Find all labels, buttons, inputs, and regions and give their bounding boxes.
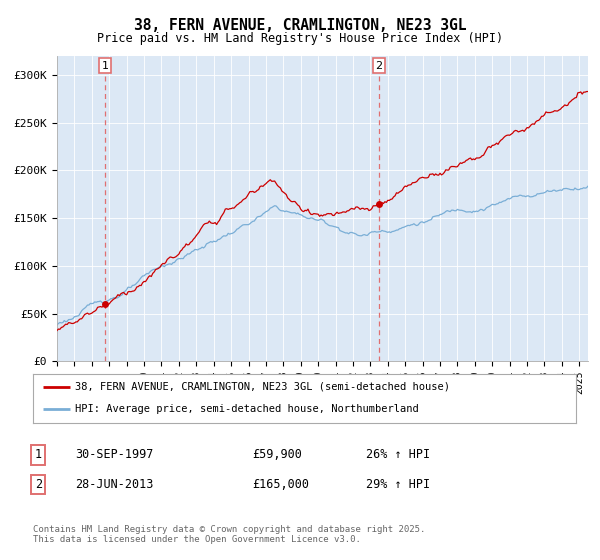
Text: 38, FERN AVENUE, CRAMLINGTON, NE23 3GL (semi-detached house): 38, FERN AVENUE, CRAMLINGTON, NE23 3GL (… (76, 382, 451, 392)
Text: 26% ↑ HPI: 26% ↑ HPI (366, 448, 430, 461)
Text: 1: 1 (35, 448, 42, 461)
Text: 28-JUN-2013: 28-JUN-2013 (75, 478, 154, 491)
Text: 1: 1 (101, 60, 109, 71)
Text: HPI: Average price, semi-detached house, Northumberland: HPI: Average price, semi-detached house,… (76, 404, 419, 414)
Text: Contains HM Land Registry data © Crown copyright and database right 2025.
This d: Contains HM Land Registry data © Crown c… (33, 525, 425, 544)
Text: 2: 2 (376, 60, 383, 71)
Text: 38, FERN AVENUE, CRAMLINGTON, NE23 3GL: 38, FERN AVENUE, CRAMLINGTON, NE23 3GL (134, 18, 466, 34)
Text: £165,000: £165,000 (252, 478, 309, 491)
Text: 29% ↑ HPI: 29% ↑ HPI (366, 478, 430, 491)
Text: £59,900: £59,900 (252, 448, 302, 461)
Text: Price paid vs. HM Land Registry's House Price Index (HPI): Price paid vs. HM Land Registry's House … (97, 32, 503, 45)
Text: 2: 2 (35, 478, 42, 491)
Text: 30-SEP-1997: 30-SEP-1997 (75, 448, 154, 461)
